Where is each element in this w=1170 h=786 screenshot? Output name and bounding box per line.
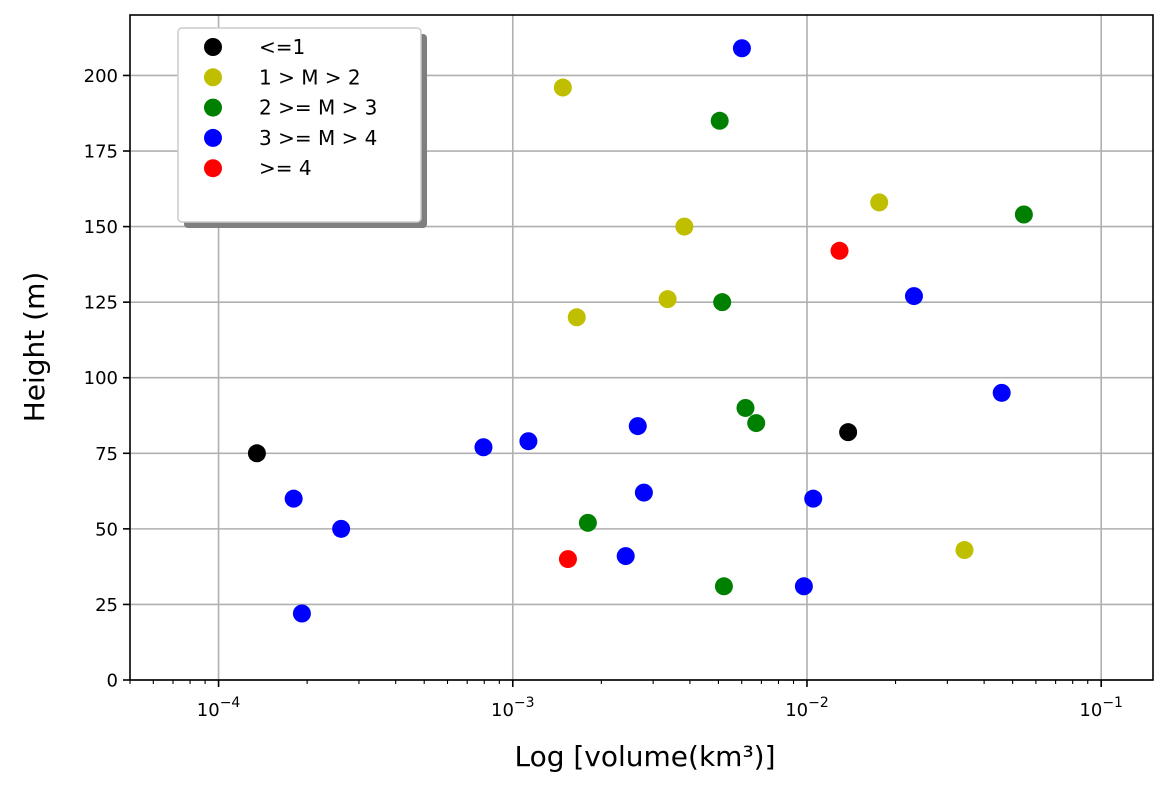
legend: <=1 1 > M > 2 2 >= M > 3 3 >= M > 4 >= 4: [177, 27, 427, 228]
legend-label: <=1: [259, 35, 305, 59]
data-point: [553, 78, 572, 97]
legend-label: >= 4: [259, 156, 312, 180]
axis-tick-labels: 0 25 50 75 100 125 150 175 200 10−4 10−3 10−2 10−1: [84, 66, 1123, 721]
data-point: [839, 423, 858, 442]
data-point: [992, 383, 1011, 402]
x-tick-label: 10−3: [491, 695, 535, 721]
legend-label: 2 >= M > 3: [259, 96, 377, 120]
y-tick-label: 100: [84, 368, 118, 389]
x-tick-label: 10−2: [785, 695, 829, 721]
y-tick-label: 50: [95, 519, 118, 540]
data-point: [870, 193, 889, 212]
legend-label: 3 >= M > 4: [259, 126, 377, 150]
data-point: [628, 417, 647, 436]
data-point: [710, 111, 729, 130]
data-point: [1014, 205, 1033, 224]
data-point: [794, 577, 813, 596]
legend-box: [177, 27, 422, 223]
data-point: [284, 489, 303, 508]
y-tick-label: 200: [84, 66, 118, 87]
data-point: [713, 293, 732, 312]
data-point: [332, 519, 351, 538]
x-axis-label: Log [volume(km³)]: [514, 740, 775, 773]
y-tick-label: 125: [84, 293, 118, 314]
data-point: [616, 547, 635, 566]
y-tick-label: 75: [95, 444, 118, 465]
data-point: [634, 483, 653, 502]
data-point: [675, 217, 694, 236]
data-point: [578, 513, 597, 532]
legend-label: 1 > M > 2: [259, 65, 361, 89]
data-point: [747, 414, 766, 433]
legend-items: <=1 1 > M > 2 2 >= M > 3 3 >= M > 4 >= 4: [204, 35, 377, 180]
plot-frame: [129, 14, 1154, 681]
data-point: [292, 604, 311, 623]
data-point: [658, 290, 677, 309]
x-tick-label: 10−4: [197, 695, 241, 721]
y-tick-label: 150: [84, 217, 118, 238]
data-point: [736, 398, 755, 417]
legend-marker: [204, 68, 222, 87]
data-point: [904, 287, 923, 306]
data-point: [247, 444, 266, 463]
data-point: [732, 39, 751, 58]
data-points: [247, 39, 1033, 623]
data-point: [558, 550, 577, 569]
x-tick-label: 10−1: [1079, 695, 1123, 721]
legend-marker: [204, 38, 222, 56]
legend-marker: [204, 159, 222, 178]
data-point: [830, 241, 849, 260]
legend-marker: [204, 128, 222, 147]
axis-ticks: [123, 74, 1102, 687]
y-tick-label: 25: [95, 595, 118, 616]
y-axis-label: Height (m): [18, 272, 51, 423]
data-point: [955, 541, 974, 560]
data-point: [474, 438, 493, 457]
data-point: [804, 489, 823, 508]
data-point: [714, 577, 733, 596]
data-point: [567, 308, 586, 327]
y-tick-label: 175: [84, 142, 118, 163]
legend-marker: [204, 98, 222, 117]
data-point: [519, 432, 538, 451]
y-tick-label: 0: [107, 671, 118, 692]
